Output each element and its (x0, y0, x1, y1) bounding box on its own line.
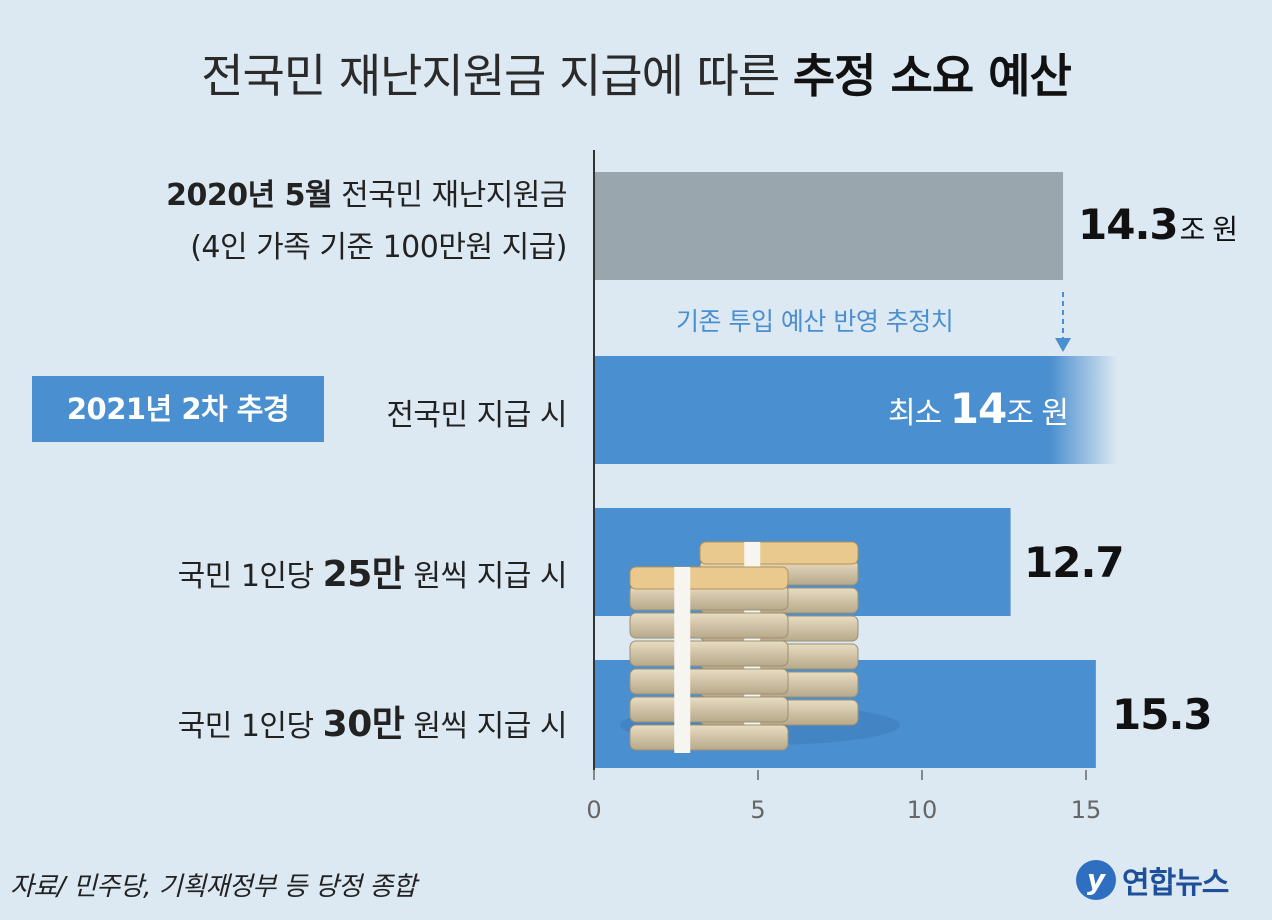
x-tick-label: 0 (586, 796, 601, 824)
row-label-25man: 국민 1인당 25만 원씩 지급 시 (177, 554, 568, 595)
bar-2 (594, 356, 1118, 464)
value-label-2020: 14.3조 원 (1078, 200, 1238, 249)
yonhap-logo-text: 연합뉴스 (1122, 866, 1229, 901)
row-label-2020: 2020년 5월 전국민 재난지원금 (4인 가족 기준 100만원 지급) (166, 178, 567, 265)
x-tick-label: 10 (907, 796, 938, 824)
x-tick-label: 15 (1071, 796, 1102, 824)
badge-2021-supplementary: 2021년 2차 추경 (32, 376, 324, 442)
annotation-text: 기존 투입 예산 반영 추정치 (676, 307, 954, 336)
yonhap-logo-mark: y (1076, 860, 1116, 900)
yonhap-logo: y 연합뉴스 (1076, 856, 1229, 904)
row-label-30man: 국민 1인당 30만 원씩 지급 시 (177, 704, 568, 745)
row-label-2021: 전국민 지급 시 (386, 398, 567, 433)
money-stack-illustration (620, 541, 900, 753)
value-label-2021: 최소 14조 원 (888, 384, 1069, 433)
value-label-25man: 12.7 (1024, 538, 1125, 587)
x-tick-label: 5 (750, 796, 765, 824)
value-label-30man: 15.3 (1112, 690, 1213, 739)
annotation-arrowhead (1055, 338, 1071, 352)
bar-1 (594, 172, 1064, 280)
chart-title: 전국민 재난지원금 지급에 따른 추정 소요 예산 (201, 49, 1072, 103)
source-note: 자료/ 민주당, 기획재정부 등 당정 종합 (10, 872, 417, 902)
